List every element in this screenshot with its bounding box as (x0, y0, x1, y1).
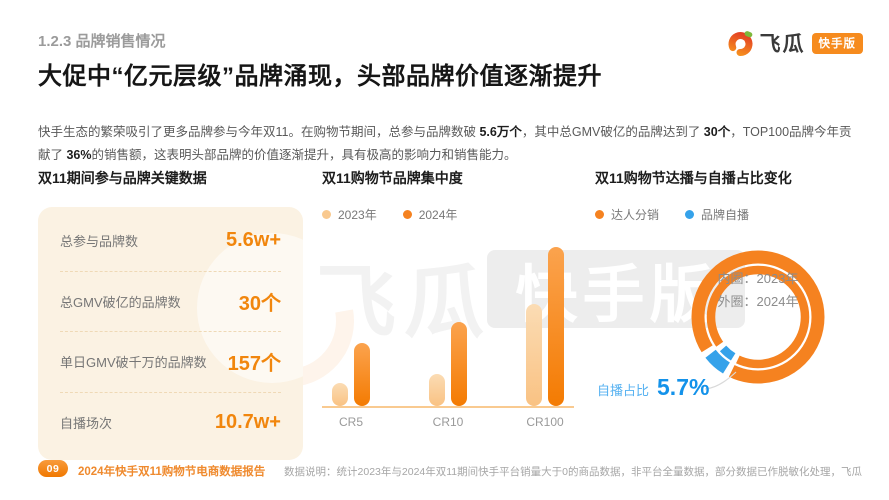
broadcast-share-section: 双11购物节达播与自播占比变化 达人分销 品牌自播 内圈：2023年 外圈：202… (595, 168, 880, 400)
bar-area (322, 236, 574, 408)
legend-dot (402, 210, 412, 219)
donut-inner-ring-label: 内圈：2023年 (717, 271, 799, 286)
bar-xlabel-CR10: CR10 (432, 415, 464, 429)
key-row-self-broadcast-sessions: 自播场次 10.7w+ (60, 391, 281, 453)
key-value: 157个 (227, 353, 281, 376)
inner-ring-2023-self-broadcast (706, 265, 810, 369)
donut-chart (691, 250, 825, 384)
key-label: 总参与品牌数 (60, 234, 139, 250)
bar-chart-title: 双11购物节品牌集中度 (322, 170, 463, 186)
donut-chart-title: 双11购物节达播与自播占比变化 (595, 170, 792, 186)
key-value: 30个 (238, 292, 281, 315)
bar-xlabels: CR5 CR10 CR100 (322, 415, 574, 429)
footer-data-note: 数据说明：统计2023年与2024年双11期间快手平台销量大于0的商品数据，非平… (284, 466, 862, 478)
key-row-gmv-100m-brands: 总GMV破亿的品牌数 30个 (60, 270, 281, 332)
key-value: 10.7w+ (214, 410, 281, 433)
page-number-badge: 09 (38, 460, 68, 477)
bar-xlabel-CR100: CR100 (526, 415, 564, 429)
key-row-participating-brands: 总参与品牌数 5.6w+ (60, 211, 281, 271)
donut-outer-ring-label: 外圈：2024年 (717, 293, 799, 309)
bar-group-CR10 (429, 322, 467, 406)
legend-item-2023年: 2023年 (322, 206, 377, 223)
feigua-logo-icon (728, 30, 752, 56)
legend-item-品牌自播: 品牌自播 (685, 206, 749, 223)
callout-leader-line (704, 371, 737, 390)
key-label: 自播场次 (60, 415, 113, 431)
bar-group-CR5 (332, 343, 370, 406)
donut-center-text: 内圈：2023年 外圈：2024年 (690, 268, 826, 314)
key-data-title: 双11期间参与品牌关键数据 (38, 170, 207, 186)
key-data-card: 总参与品牌数 5.6w+ 总GMV破亿的品牌数 30个 单日GMV破千万的品牌数… (38, 207, 303, 460)
legend-dot (595, 210, 604, 219)
footer-report-title: 2024年快手双11购物节电商数据报告 (78, 466, 266, 478)
callout-value: 5.7% (657, 374, 710, 400)
bar-CR5-2023年 (332, 383, 348, 406)
bar-CR5-2024年 (354, 343, 370, 406)
key-label: 单日GMV破千万的品牌数 (60, 355, 207, 371)
logo-version-badge: 快手版 (811, 32, 863, 54)
intro-paragraph: 快手生态的繁荣吸引了更多品牌参与今年双11。在购物节期间，总参与品牌数破 5.6… (38, 124, 852, 162)
key-label: 总GMV破亿的品牌数 (60, 294, 181, 310)
legend-item-2024年: 2024年 (402, 206, 458, 223)
bar-CR10-2023年 (429, 374, 445, 406)
legend-item-达人分销: 达人分销 (595, 206, 659, 223)
donut-legend: 达人分销 品牌自播 (595, 206, 880, 223)
callout-label: 自播占比 (597, 383, 650, 398)
bar-group-CR100 (526, 247, 564, 406)
page-title: 大促中“亿元层级”品牌涌现，头部品牌价值逐渐提升 (38, 63, 602, 90)
key-value: 5.6w+ (225, 229, 281, 252)
legend-label: 品牌自播 (701, 208, 750, 222)
bar-xlabel-CR5: CR5 (338, 415, 363, 429)
legend-label: 2023年 (338, 208, 377, 222)
self-broadcast-callout: 自播占比 5.7% (597, 374, 709, 401)
legend-label: 2024年 (418, 208, 458, 222)
key-data-section: 双11期间参与品牌关键数据 总参与品牌数 5.6w+ 总GMV破亿的品牌数 30… (38, 168, 303, 460)
legend-dot (322, 210, 331, 219)
legend-label: 达人分销 (611, 208, 660, 222)
legend-dot (685, 210, 695, 219)
bar-CR100-2024年 (548, 247, 564, 406)
bar-CR100-2023年 (526, 304, 542, 406)
bar-CR10-2024年 (451, 322, 467, 406)
key-row-daily-gmv-10m-brands: 单日GMV破千万的品牌数 157个 (60, 331, 281, 392)
logo-name: 飞瓜 (759, 33, 806, 56)
bar-legend: 2023年 2024年 (322, 206, 574, 223)
concentration-chart-section: 双11购物节品牌集中度 2023年 2024年 CR5 CR10 CR100 (322, 168, 574, 429)
feigua-logo: 飞瓜 快手版 (727, 28, 863, 58)
section-label: 1.2.3 品牌销售情况 (38, 33, 166, 50)
